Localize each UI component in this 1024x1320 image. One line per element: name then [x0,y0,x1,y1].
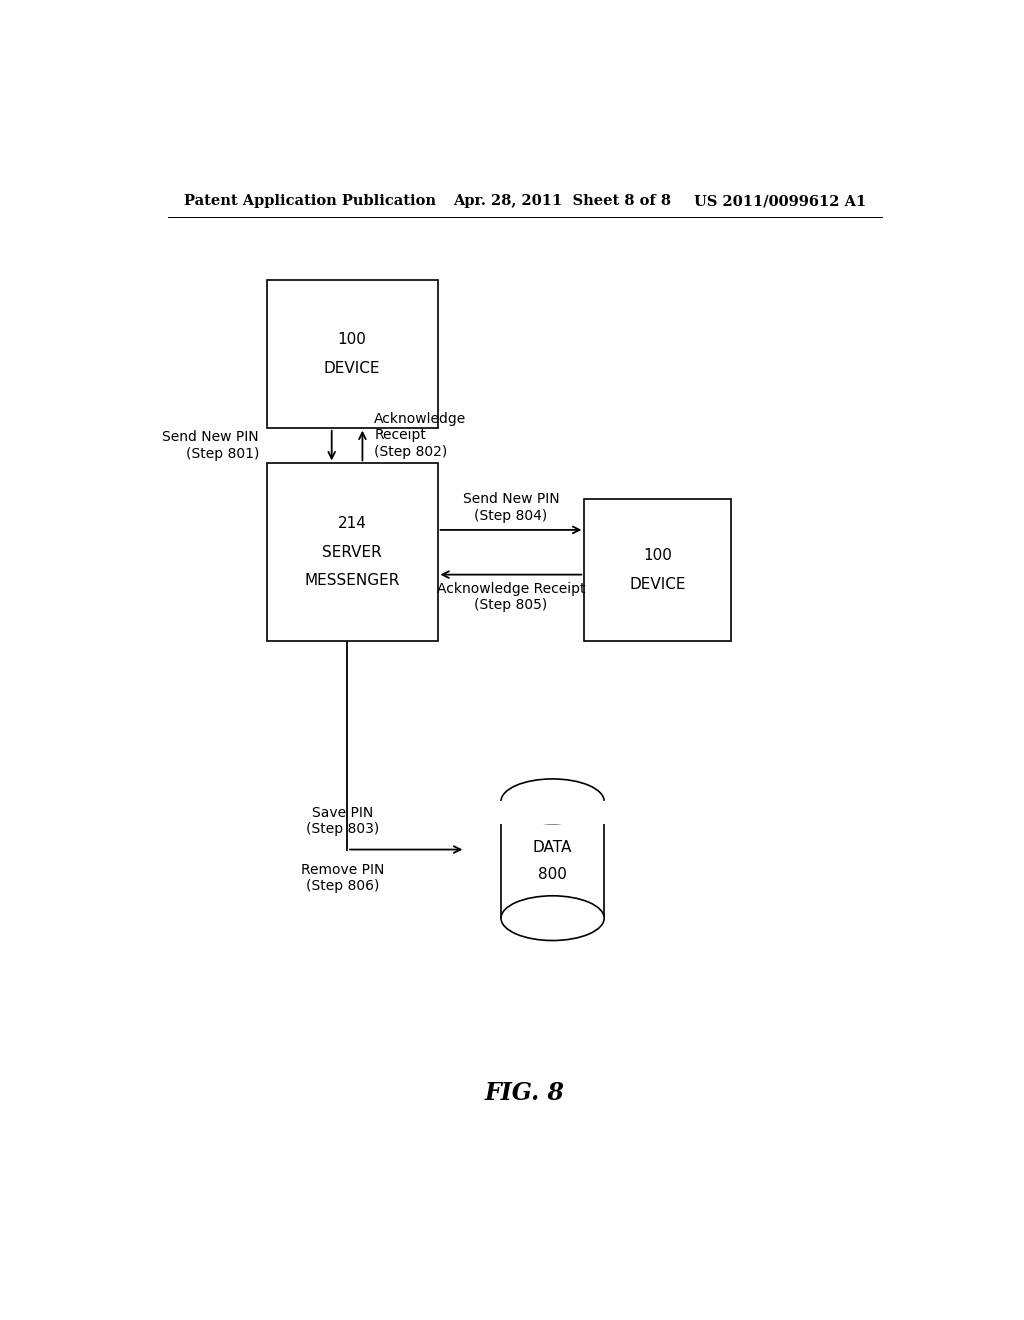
Ellipse shape [501,896,604,941]
Bar [500,801,605,824]
Text: Acknowledge Receipt
(Step 805): Acknowledge Receipt (Step 805) [436,582,585,612]
Bar [267,280,437,428]
Text: DEVICE: DEVICE [630,577,686,591]
Text: Acknowledge
Receipt
(Step 802): Acknowledge Receipt (Step 802) [375,412,467,458]
Bar [585,499,731,642]
Text: Send New PIN
(Step 804): Send New PIN (Step 804) [463,492,559,523]
Text: DATA: DATA [532,840,572,855]
Text: 100: 100 [338,333,367,347]
Text: 800: 800 [539,867,567,883]
Text: Send New PIN
(Step 801): Send New PIN (Step 801) [163,430,259,461]
Text: MESSENGER: MESSENGER [304,573,400,589]
Bar [267,463,437,642]
Text: FIG. 8: FIG. 8 [484,1081,565,1105]
Text: US 2011/0099612 A1: US 2011/0099612 A1 [694,194,866,209]
Ellipse shape [501,779,604,824]
Text: Remove PIN
(Step 806): Remove PIN (Step 806) [301,863,385,894]
Text: 100: 100 [643,548,672,564]
Text: Apr. 28, 2011  Sheet 8 of 8: Apr. 28, 2011 Sheet 8 of 8 [454,194,672,209]
Text: 214: 214 [338,516,367,531]
Text: SERVER: SERVER [323,545,382,560]
Text: Save PIN
(Step 803): Save PIN (Step 803) [306,807,380,836]
Text: DEVICE: DEVICE [324,360,381,376]
Text: Patent Application Publication: Patent Application Publication [183,194,435,209]
